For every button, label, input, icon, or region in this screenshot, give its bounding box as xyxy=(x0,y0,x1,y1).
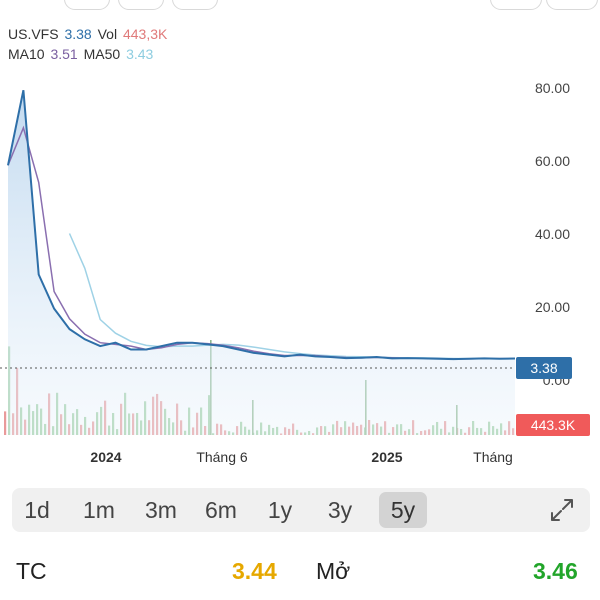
time-range-selector: 1d 1m 3m 6m 1y 3y 5y xyxy=(12,488,590,532)
toolbar-button[interactable] xyxy=(118,0,164,10)
current-price: 3.38 xyxy=(64,26,92,42)
top-toolbar xyxy=(0,0,600,14)
range-5y[interactable]: 5y xyxy=(379,492,427,528)
ma10-line xyxy=(7,125,515,360)
symbol: US.VFS xyxy=(8,26,59,42)
range-1d[interactable]: 1d xyxy=(24,497,50,523)
x-tick-label: 2024 xyxy=(90,449,121,465)
y-tick-label: 60.00 xyxy=(535,153,570,169)
ma-info-line: MA10 3.51 MA50 3.43 xyxy=(8,46,155,62)
toolbar-button[interactable] xyxy=(546,0,598,10)
toolbar-button[interactable] xyxy=(64,0,110,10)
ma50-value: 3.43 xyxy=(126,46,154,62)
x-tick-label: Tháng xyxy=(473,449,513,465)
expand-icon[interactable] xyxy=(548,496,576,524)
x-axis: 2024 Tháng 6 2025 Tháng xyxy=(90,449,512,465)
volume-bar xyxy=(4,411,7,435)
open-label: Mở xyxy=(316,558,351,584)
y-tick-label: 80.00 xyxy=(535,80,570,96)
ma10-label: MA10 xyxy=(8,46,45,62)
toolbar-button[interactable] xyxy=(490,0,542,10)
tc-label: TC xyxy=(16,558,47,584)
range-1m[interactable]: 1m xyxy=(83,497,115,523)
ma10-value: 3.51 xyxy=(50,46,78,62)
price-info-line: US.VFS 3.38 Vol 443,3K xyxy=(8,26,169,42)
range-3y[interactable]: 3y xyxy=(327,497,353,523)
tc-value: 3.44 xyxy=(232,558,277,584)
last-price-box xyxy=(516,357,572,379)
price-area xyxy=(8,90,515,435)
last-volume-label: 443.3K xyxy=(531,417,576,433)
price-line xyxy=(7,89,516,361)
last-volume-box xyxy=(516,414,590,436)
toolbar-button[interactable] xyxy=(172,0,218,10)
x-tick-label: 2025 xyxy=(371,449,402,465)
last-price-label: 3.38 xyxy=(530,360,557,376)
open-value: 3.46 xyxy=(533,558,578,584)
range-1y[interactable]: 1y xyxy=(267,497,293,523)
y-tick-label: 40.00 xyxy=(535,226,570,242)
price-chart[interactable]: 80.00 60.00 40.00 20.00 0.00 2024 Tháng 6 2025… xyxy=(0,70,600,470)
y-tick-label: 20.00 xyxy=(535,299,570,315)
ma50-label: MA50 xyxy=(83,46,121,62)
volume-label: Vol xyxy=(97,26,118,42)
range-6m[interactable]: 6m xyxy=(205,497,237,523)
range-3m[interactable]: 3m xyxy=(145,497,177,523)
ma50-line xyxy=(68,233,515,360)
volume-value: 443,3K xyxy=(122,26,168,42)
x-tick-label: Tháng 6 xyxy=(196,449,248,465)
